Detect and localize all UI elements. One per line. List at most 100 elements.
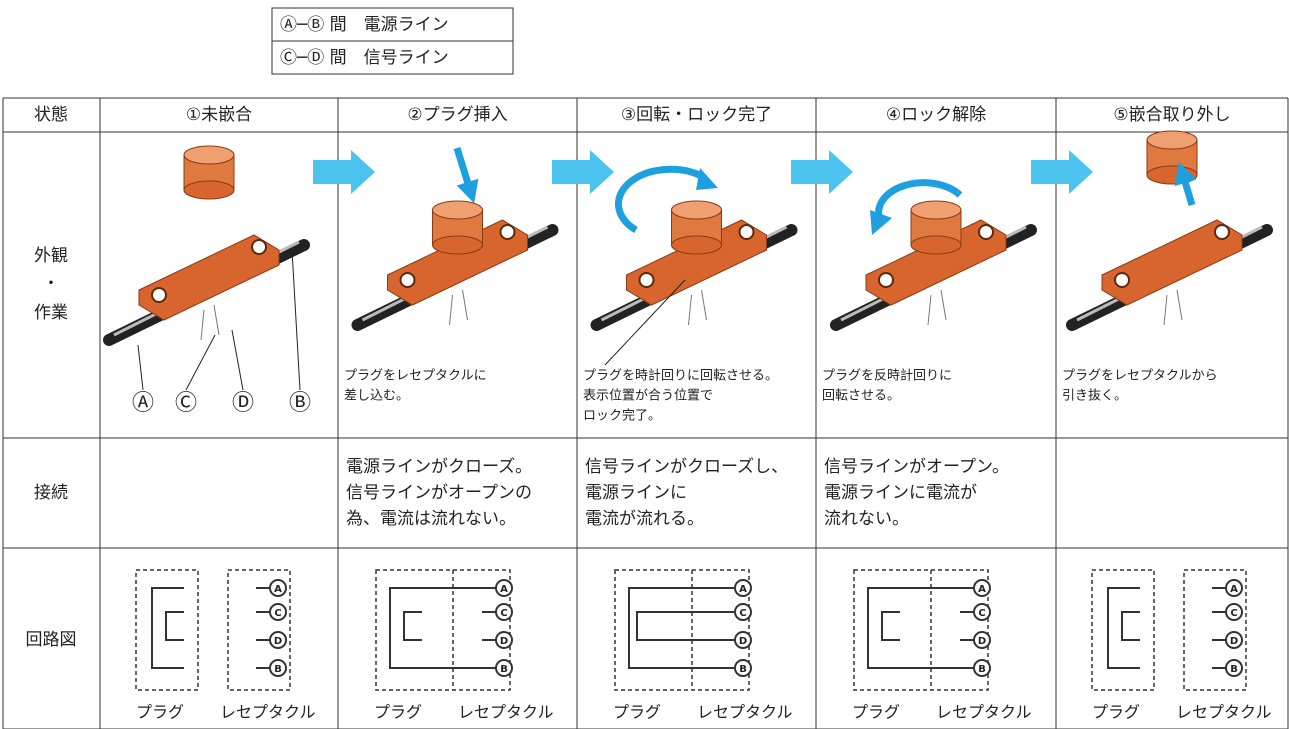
plug-contact xyxy=(636,611,737,641)
pin-label: D xyxy=(1230,636,1238,647)
connection-text: 電源ラインがクローズ。 xyxy=(346,457,532,477)
pin-circle xyxy=(973,603,991,621)
pin-label: B xyxy=(1230,664,1238,675)
contact-pin xyxy=(449,294,453,326)
caption: プラグをレセプタクルから xyxy=(1062,369,1218,384)
legend-item: Ⓒ─Ⓓ 間 信号ライン xyxy=(280,48,449,68)
step-arrow xyxy=(791,150,853,194)
caption: 差し込む。 xyxy=(344,389,409,404)
plug-top xyxy=(432,200,483,220)
header-cell: ④ロック解除 xyxy=(886,105,986,125)
action-arrowhead xyxy=(696,168,718,190)
contact-pin xyxy=(213,304,220,336)
marker: Ⓒ xyxy=(175,391,197,416)
legend-item: Ⓐ─Ⓑ 間 電源ライン xyxy=(280,15,449,35)
pin-label: A xyxy=(978,584,986,595)
pin-circle xyxy=(734,659,752,677)
pin-circle xyxy=(973,659,991,677)
plug-contact xyxy=(628,587,737,669)
circuit-label: レセプタクル xyxy=(936,703,1032,722)
pin-label: A xyxy=(739,584,747,595)
pin-label: C xyxy=(500,608,507,619)
plug-contact xyxy=(867,587,976,669)
header-cell: ⑤嵌合取り外し xyxy=(1113,105,1230,125)
pin-label: B xyxy=(739,664,747,675)
leader-line xyxy=(291,249,301,391)
connection-text: 電源ラインに xyxy=(585,483,687,503)
caption: 引き抜く。 xyxy=(1062,388,1127,404)
connector-body xyxy=(138,234,280,321)
plug-contact xyxy=(165,611,184,641)
screw-hole xyxy=(878,272,894,288)
contact-pin xyxy=(940,289,947,321)
pin-circle xyxy=(269,579,287,597)
screw-hole xyxy=(738,224,755,240)
plug-top xyxy=(910,200,962,220)
pin-label: C xyxy=(739,608,746,619)
pin-label: C xyxy=(1230,608,1237,619)
circuit-label: レセプタクル xyxy=(697,703,793,722)
header-cell: ②プラグ挿入 xyxy=(407,105,507,125)
pin-circle xyxy=(1225,579,1243,597)
pin-circle xyxy=(1225,631,1243,649)
leader-line xyxy=(231,329,244,391)
pin-circle xyxy=(973,631,991,649)
contact-pin xyxy=(1163,294,1168,326)
leader-line xyxy=(185,334,216,391)
row-label: 接続 xyxy=(34,483,68,503)
connector-body xyxy=(865,219,1007,306)
row-label: 外観 xyxy=(34,246,68,266)
pin-label: D xyxy=(978,636,986,647)
pin-label: C xyxy=(274,608,281,619)
pin-label: A xyxy=(500,584,508,595)
caption: プラグを反時計回りに xyxy=(822,368,952,384)
plug-contact xyxy=(881,611,900,641)
row-label: 作業 xyxy=(34,303,68,323)
circuit-outline xyxy=(853,569,989,691)
plug-outline xyxy=(1091,569,1155,691)
pin-label: D xyxy=(500,636,508,647)
contact-pin xyxy=(701,289,707,321)
connector-body xyxy=(626,219,767,306)
caption: ロック完了。 xyxy=(583,409,661,424)
pin-label: D xyxy=(739,636,747,647)
action-arrowhead xyxy=(870,210,892,235)
header-cell: ③回転・ロック完了 xyxy=(621,105,772,125)
plug-contact xyxy=(1121,611,1140,641)
screw-hole xyxy=(638,272,655,288)
plug-contact xyxy=(389,587,498,669)
pin-label: B xyxy=(274,664,282,675)
plug-contact xyxy=(403,611,422,641)
circuit-label: プラグ xyxy=(136,703,184,722)
plug-base xyxy=(910,235,962,255)
plug-outline xyxy=(135,569,199,691)
pin-circle xyxy=(495,659,513,677)
action-arrowhead xyxy=(456,178,479,204)
connection-text: 為、電流は流れない。 xyxy=(346,509,516,529)
circuit-label: レセプタクル xyxy=(220,703,316,722)
receptacle-outline xyxy=(227,569,291,691)
plug-base xyxy=(671,235,722,255)
pin-label: A xyxy=(1230,584,1238,595)
marker: Ⓓ xyxy=(232,391,254,416)
header-cell: ①未嵌合 xyxy=(186,105,252,125)
rotate-arrow xyxy=(614,165,707,234)
caption: プラグをレセプタクルに xyxy=(344,369,487,384)
pin-circle xyxy=(734,579,752,597)
plug-base xyxy=(432,235,483,255)
contact-pin xyxy=(200,309,205,341)
leader-line xyxy=(137,344,144,391)
pin-circle xyxy=(734,631,752,649)
leader-line xyxy=(604,279,686,366)
pin-label: D xyxy=(274,636,282,647)
pin-label: A xyxy=(274,584,282,595)
circuit-outline xyxy=(375,569,511,691)
pin-label: B xyxy=(978,664,986,675)
screw-hole xyxy=(1214,224,1230,240)
connection-text: 信号ラインがオープン。 xyxy=(824,457,1009,477)
circuit-label: プラグ xyxy=(613,703,661,722)
pin-circle xyxy=(269,659,287,677)
caption: 表示位置が合う位置で xyxy=(583,389,713,404)
contact-pin xyxy=(462,289,468,321)
plug-base xyxy=(183,180,235,200)
